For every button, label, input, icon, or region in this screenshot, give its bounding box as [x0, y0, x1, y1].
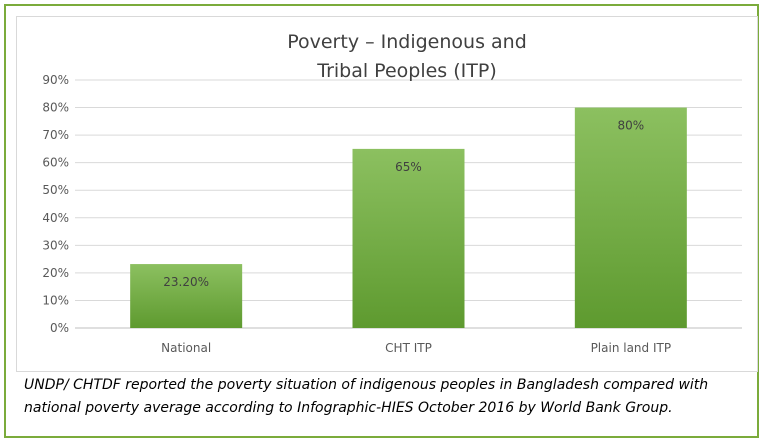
bar-chart: 0% 10% 20% 30% 40% 50% 60% 70% 80% 90% 23.20% 65% 8…: [42, 31, 742, 355]
bars: [130, 107, 687, 328]
y-tick-label: 20%: [42, 266, 69, 280]
data-label: 80%: [617, 119, 644, 133]
chart-title-line-2: Tribal Peoples (ITP): [316, 60, 496, 82]
y-axis-ticks: 0% 10% 20% 30% 40% 50% 60% 70% 80% 90%: [42, 73, 69, 335]
y-tick-label: 60%: [42, 156, 69, 170]
y-tick-label: 80%: [42, 101, 69, 115]
figure-frame: 0% 10% 20% 30% 40% 50% 60% 70% 80% 90% 23.20% 65% 8…: [4, 4, 759, 438]
y-tick-label: 50%: [42, 183, 69, 197]
bar-plain-land-itp: [574, 107, 687, 328]
data-label: 23.20%: [163, 275, 209, 289]
chart-title-line-1: Poverty – Indigenous and: [287, 31, 527, 53]
bar-national: [130, 264, 243, 328]
data-label: 65%: [395, 160, 422, 174]
data-labels: 23.20% 65% 80%: [163, 119, 644, 290]
chart-area: 0% 10% 20% 30% 40% 50% 60% 70% 80% 90% 23.20% 65% 8…: [16, 16, 758, 372]
y-tick-label: 40%: [42, 211, 69, 225]
y-tick-label: 90%: [42, 73, 69, 87]
x-axis-ticks: National CHT ITP Plain land ITP: [161, 341, 671, 355]
y-tick-label: 70%: [42, 128, 69, 142]
y-tick-label: 30%: [42, 238, 69, 252]
x-tick-label: Plain land ITP: [591, 341, 672, 355]
x-tick-label: CHT ITP: [385, 341, 432, 355]
x-tick-label: National: [161, 341, 211, 355]
y-tick-label: 0%: [50, 321, 69, 335]
bar-cht-itp: [352, 148, 465, 328]
figure-caption: UNDP/ CHTDF reported the poverty situati…: [24, 377, 709, 416]
y-tick-label: 10%: [42, 293, 69, 307]
